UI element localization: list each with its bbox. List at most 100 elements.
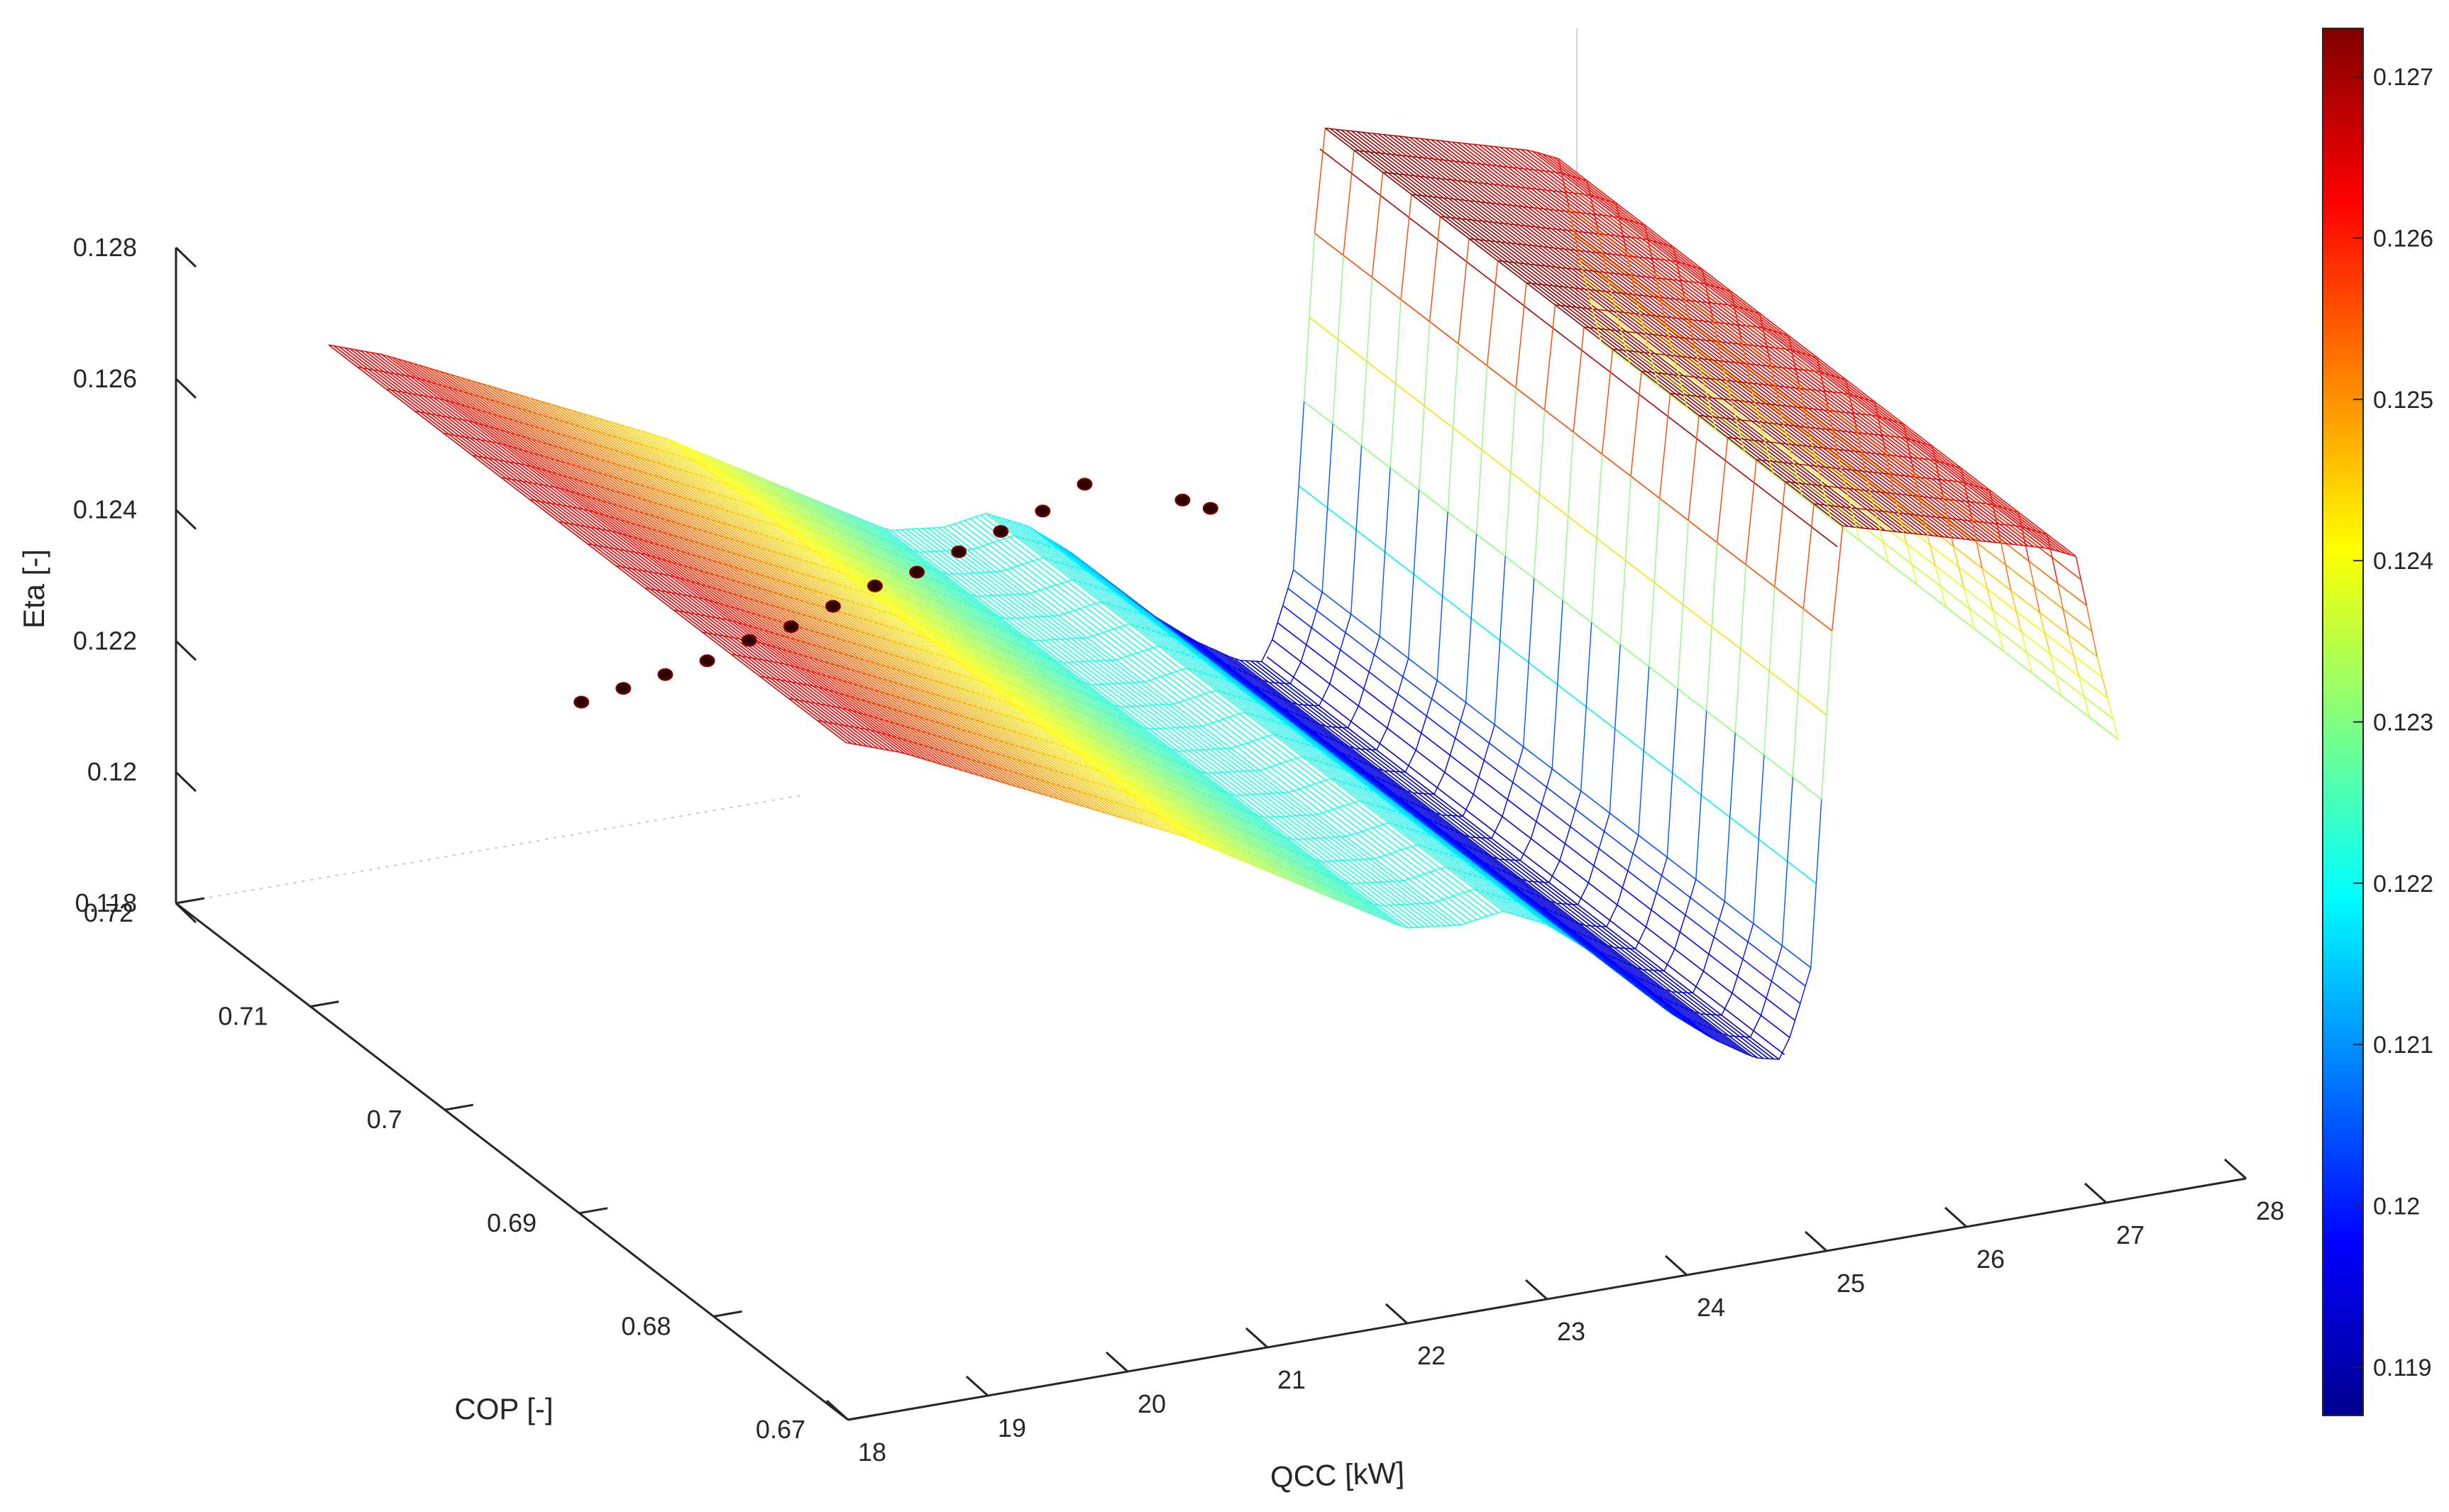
surface-mesh-line <box>966 592 977 597</box>
data-point-marker <box>825 600 841 613</box>
eta-tick-label: 0.126 <box>73 364 137 393</box>
cop-tick-label: 0.69 <box>487 1208 536 1237</box>
surface-mesh-line <box>854 566 865 573</box>
qcc-tick-label: 19 <box>998 1413 1026 1442</box>
surface-mesh-line <box>774 565 785 569</box>
surface-mesh-line <box>803 628 815 632</box>
surface-mesh-line <box>915 634 928 639</box>
surface-mesh-line <box>1089 807 1101 812</box>
surface-mesh-line <box>839 540 850 546</box>
surface-mesh-line <box>1199 749 1210 751</box>
surface-mesh-line <box>996 725 1007 730</box>
surface-mesh-line <box>864 571 876 577</box>
surface-mesh-line <box>1008 681 1020 688</box>
surface-mesh-line <box>1332 255 1344 424</box>
surface-mesh-line <box>1504 223 1515 226</box>
surface-mesh-line <box>938 602 950 607</box>
surface-mesh-line <box>885 529 1404 928</box>
surface-mesh-line <box>1676 355 1688 358</box>
surface-mesh-line <box>932 526 944 529</box>
surface-mesh-line <box>1144 678 1156 683</box>
surface-mesh-line <box>1671 317 1683 319</box>
surface-mesh-line <box>1579 258 1591 301</box>
surface-mesh-line <box>1509 892 1521 900</box>
surface-mesh-line <box>2033 546 2044 548</box>
surface-mesh-line <box>1631 965 1644 971</box>
surface-mesh-line <box>766 644 777 649</box>
surface-mesh-line <box>1340 880 1351 885</box>
surface-mesh-line <box>898 615 909 622</box>
surface-mesh-line <box>1232 805 1243 811</box>
surface-mesh-line <box>667 438 679 445</box>
surface-mesh-line <box>540 400 552 405</box>
surface-mesh-line <box>1470 863 1482 871</box>
surface-mesh-line <box>1060 545 1072 553</box>
surface-mesh-line <box>543 485 555 488</box>
surface-mesh-line <box>1042 766 1055 771</box>
surface-mesh-line <box>1820 465 1831 468</box>
surface-mesh-line <box>1905 543 1918 585</box>
surface-mesh-line <box>1805 426 1816 429</box>
surface-mesh-line <box>1464 850 1475 858</box>
surface-mesh-line <box>1414 815 1426 823</box>
surface-mesh-line <box>817 719 828 723</box>
surface-mesh-line <box>1427 847 1439 852</box>
surface-mesh-line <box>1399 796 1410 802</box>
surface-mesh-line <box>2075 556 2087 606</box>
surface-mesh-line <box>613 476 624 481</box>
surface-mesh-line <box>1113 584 1125 594</box>
surface-mesh-line <box>663 504 674 509</box>
surface-mesh-line <box>1689 1010 1701 1015</box>
surface-mesh-line <box>1876 453 1887 456</box>
surface-mesh-line <box>1014 663 1025 670</box>
surface-mesh-line <box>1798 463 1810 466</box>
surface-mesh-line <box>576 438 588 443</box>
surface-mesh-line <box>1426 680 1438 717</box>
surface-mesh-line <box>1492 165 1503 167</box>
surface-mesh-line <box>1862 470 1873 473</box>
surface-mesh-line <box>909 754 921 759</box>
surface-mesh-line <box>1108 627 1120 631</box>
surface-mesh-line <box>1550 916 1562 925</box>
surface-mesh-line <box>684 511 695 516</box>
surface-mesh-line <box>970 614 982 621</box>
surface-mesh-line <box>1102 576 1114 585</box>
surface-mesh-line <box>1474 888 1486 893</box>
surface-mesh-line <box>1368 902 1380 907</box>
surface-mesh-line <box>1699 414 1710 417</box>
surface-mesh-line <box>1030 650 1042 656</box>
surface-mesh-line <box>826 675 837 680</box>
surface-mesh-line <box>357 366 368 370</box>
surface-mesh-line <box>1732 343 1744 345</box>
surface-mesh-line <box>1117 788 1128 794</box>
surface-mesh-line <box>1882 416 1893 421</box>
surface-mesh-line <box>612 435 623 440</box>
surface-mesh-line <box>1611 291 1622 294</box>
surface-mesh-line <box>1292 717 1303 725</box>
surface-mesh-line <box>1758 383 1769 386</box>
surface-mesh-line <box>1281 711 1292 719</box>
surface-mesh-line <box>1248 699 1259 704</box>
surface-mesh-line <box>1001 567 1012 573</box>
surface-mesh-line <box>1349 761 1360 770</box>
surface-mesh-line <box>1260 697 1271 706</box>
surface-mesh-line <box>672 467 683 471</box>
surface-mesh-line <box>1705 377 1716 380</box>
surface-mesh-line <box>1837 458 1850 500</box>
surface-mesh-line <box>424 366 435 370</box>
surface-mesh-line <box>1029 776 1040 780</box>
surface-mesh-line <box>1588 232 1600 235</box>
surface-mesh-line <box>990 663 1001 670</box>
cop-tick-label: 0.7 <box>367 1105 402 1134</box>
surface-mesh-line <box>850 575 862 582</box>
surface-mesh-line <box>470 407 482 412</box>
surface-mesh-line <box>1073 739 1084 745</box>
surface-mesh-line <box>1847 431 1859 434</box>
surface-mesh-line <box>818 659 830 664</box>
surface-mesh-line <box>986 513 997 517</box>
surface-mesh-line <box>1383 798 1395 805</box>
surface-mesh-line <box>727 524 738 528</box>
surface-mesh-line <box>1399 136 1411 138</box>
surface-mesh-line <box>1989 490 2001 540</box>
surface-mesh-line <box>1662 1006 1674 1015</box>
